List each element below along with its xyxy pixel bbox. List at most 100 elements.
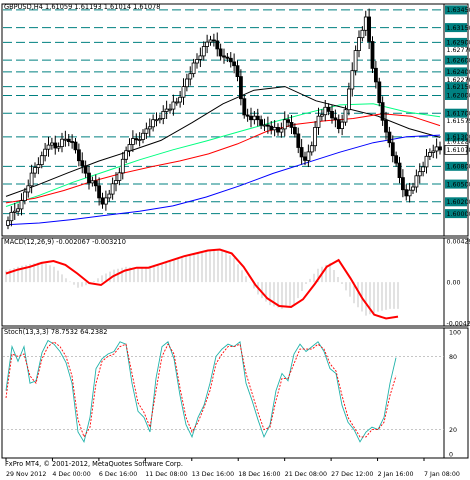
candle[interactable]: [124, 146, 128, 163]
candle[interactable]: [83, 160, 88, 178]
candle[interactable]: [104, 190, 108, 211]
candle[interactable]: [400, 169, 405, 198]
candle[interactable]: [272, 120, 277, 137]
candle[interactable]: [114, 172, 118, 192]
candle[interactable]: [22, 187, 27, 205]
candle[interactable]: [353, 45, 358, 76]
candle[interactable]: [77, 143, 81, 167]
candle[interactable]: [370, 36, 375, 74]
candle[interactable]: [157, 114, 162, 124]
candle[interactable]: [363, 10, 368, 36]
candle[interactable]: [90, 176, 95, 187]
candle[interactable]: [107, 189, 112, 202]
candle[interactable]: [319, 109, 324, 121]
candle[interactable]: [330, 105, 334, 124]
candle[interactable]: [357, 30, 361, 58]
candle[interactable]: [161, 105, 166, 125]
candle[interactable]: [188, 66, 193, 86]
candle[interactable]: [414, 169, 419, 193]
candle[interactable]: [184, 73, 189, 92]
candle[interactable]: [117, 167, 122, 186]
candle[interactable]: [350, 62, 355, 97]
candle[interactable]: [43, 142, 47, 162]
candle[interactable]: [424, 148, 429, 174]
candle[interactable]: [380, 96, 385, 126]
candle[interactable]: [222, 48, 226, 64]
candle[interactable]: [384, 111, 388, 140]
candle[interactable]: [417, 163, 422, 184]
candle[interactable]: [340, 114, 345, 136]
candle[interactable]: [80, 152, 85, 174]
candle[interactable]: [70, 134, 74, 149]
candle[interactable]: [249, 107, 253, 128]
candle[interactable]: [154, 112, 159, 127]
candle[interactable]: [100, 192, 105, 209]
candle[interactable]: [316, 107, 321, 135]
candle[interactable]: [168, 103, 172, 114]
candle[interactable]: [255, 108, 260, 127]
candle[interactable]: [397, 156, 402, 184]
candle[interactable]: [427, 148, 432, 161]
candle[interactable]: [9, 206, 14, 227]
candle[interactable]: [404, 184, 409, 201]
candle[interactable]: [151, 114, 156, 132]
candle[interactable]: [394, 151, 399, 167]
candle[interactable]: [56, 142, 61, 152]
candle[interactable]: [346, 82, 351, 116]
candle[interactable]: [141, 129, 145, 144]
candle[interactable]: [232, 53, 237, 74]
candle[interactable]: [171, 94, 176, 116]
candle[interactable]: [127, 138, 132, 157]
candle[interactable]: [421, 161, 426, 177]
candle[interactable]: [174, 97, 179, 106]
candle[interactable]: [50, 137, 54, 150]
candle[interactable]: [12, 202, 17, 220]
candle[interactable]: [19, 193, 24, 216]
candle[interactable]: [313, 121, 318, 152]
candle[interactable]: [137, 132, 142, 147]
candle[interactable]: [377, 77, 382, 107]
candle[interactable]: [259, 115, 264, 130]
candle[interactable]: [134, 133, 139, 145]
candle[interactable]: [93, 174, 98, 192]
candle[interactable]: [299, 139, 304, 165]
candle[interactable]: [33, 162, 37, 178]
candle[interactable]: [211, 33, 216, 47]
candle[interactable]: [242, 94, 247, 119]
candle[interactable]: [438, 141, 442, 155]
candle[interactable]: [360, 26, 365, 42]
candle[interactable]: [306, 144, 311, 168]
candle[interactable]: [63, 130, 68, 147]
candle[interactable]: [60, 132, 64, 153]
candle[interactable]: [326, 103, 331, 116]
candle[interactable]: [6, 216, 10, 230]
candle[interactable]: [431, 144, 436, 159]
candle[interactable]: [390, 135, 395, 163]
candle[interactable]: [26, 179, 31, 198]
candle[interactable]: [181, 78, 186, 105]
candle[interactable]: [296, 127, 301, 154]
candle[interactable]: [87, 165, 91, 190]
candle[interactable]: [407, 182, 412, 203]
candle[interactable]: [97, 177, 101, 206]
candle[interactable]: [225, 52, 230, 63]
candle[interactable]: [387, 126, 392, 148]
candle[interactable]: [73, 138, 78, 154]
candle[interactable]: [208, 35, 213, 46]
candle[interactable]: [434, 138, 439, 159]
candle[interactable]: [130, 130, 135, 153]
candle[interactable]: [198, 47, 203, 68]
candle[interactable]: [178, 91, 183, 108]
candle[interactable]: [411, 182, 415, 194]
candle[interactable]: [16, 203, 21, 216]
candle[interactable]: [245, 108, 250, 122]
candle[interactable]: [289, 115, 294, 134]
candle[interactable]: [309, 141, 314, 156]
candle[interactable]: [53, 135, 58, 155]
candle[interactable]: [343, 105, 348, 126]
candle[interactable]: [29, 164, 34, 194]
candle[interactable]: [238, 69, 243, 106]
candle[interactable]: [147, 118, 152, 137]
candle[interactable]: [333, 109, 338, 128]
